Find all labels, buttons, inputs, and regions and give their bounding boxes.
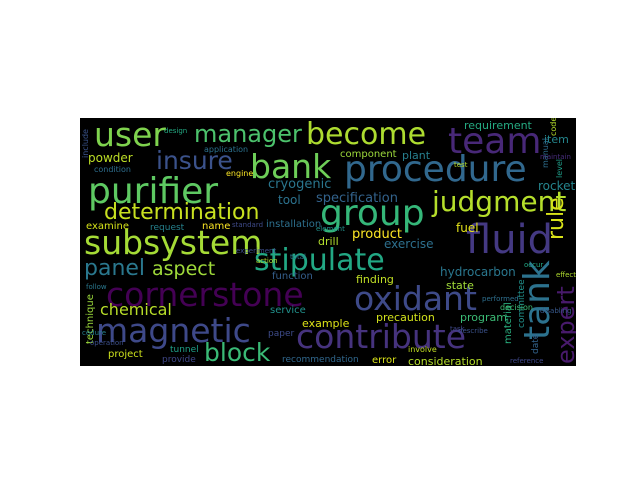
cloud-word: engine bbox=[226, 169, 254, 178]
cloud-word: code bbox=[549, 118, 558, 136]
cloud-word: rule bbox=[544, 197, 569, 240]
cloud-word: team bbox=[448, 121, 542, 162]
cloud-word: total bbox=[290, 253, 307, 261]
cloud-word: consideration bbox=[408, 355, 483, 366]
cloud-word: describe bbox=[458, 327, 488, 335]
cloud-word: aspect bbox=[152, 258, 216, 280]
cloud-word: fuel bbox=[456, 221, 479, 235]
cloud-word: element bbox=[316, 225, 345, 233]
cloud-word: standard bbox=[232, 221, 264, 229]
cloud-word: design bbox=[164, 127, 188, 135]
cloud-word: follow bbox=[86, 283, 107, 291]
cloud-word: effect bbox=[556, 271, 576, 279]
cloud-word: item bbox=[544, 133, 569, 146]
cloud-word: judgment bbox=[432, 185, 567, 218]
cloud-word: maintain bbox=[540, 153, 571, 161]
cloud-word: cedure bbox=[82, 329, 107, 337]
cloud-word: fluid bbox=[466, 217, 554, 263]
cloud-word: examine bbox=[86, 221, 130, 232]
cloud-word: contribute bbox=[296, 317, 467, 356]
cloud-word: cryogenic bbox=[268, 177, 332, 192]
cloud-word: involve bbox=[408, 345, 437, 354]
cloud-word: expert bbox=[552, 286, 576, 364]
cloud-word: user bbox=[94, 118, 166, 154]
cloud-word: specification bbox=[316, 191, 398, 206]
cloud-word: tunnel bbox=[170, 345, 199, 355]
cloud-word: request bbox=[150, 223, 185, 233]
cloud-word: disabling bbox=[540, 307, 572, 315]
cloud-word: group bbox=[320, 193, 425, 234]
cloud-word: chemical bbox=[100, 300, 172, 319]
cloud-word: recommendation bbox=[282, 355, 359, 365]
cloud-word: function bbox=[272, 271, 313, 282]
cloud-word: hydrocarbon bbox=[440, 265, 516, 279]
cloud-word: provide bbox=[162, 355, 196, 365]
cloud-word: cornerstone bbox=[106, 275, 304, 314]
cloud-word: component bbox=[340, 149, 397, 160]
cloud-word: procedure bbox=[344, 149, 527, 190]
cloud-word: name bbox=[202, 221, 231, 232]
cloud-word: application bbox=[204, 145, 249, 154]
cloud-word: finding bbox=[356, 273, 394, 286]
cloud-word: performed bbox=[482, 295, 519, 303]
cloud-word: occur bbox=[524, 261, 544, 269]
cloud-word: determination bbox=[104, 200, 260, 225]
cloud-word: paper bbox=[268, 329, 295, 339]
cloud-word: level bbox=[555, 158, 564, 178]
cloud-word: error bbox=[372, 355, 397, 366]
cloud-word: product bbox=[352, 227, 403, 242]
cloud-word: experiment bbox=[236, 247, 277, 255]
cloud-word: insure bbox=[156, 146, 233, 175]
cloud-word: magnetic bbox=[96, 311, 251, 350]
cloud-word: tool bbox=[278, 193, 301, 207]
cloud-word: panel bbox=[84, 256, 146, 281]
cloud-word: manager bbox=[194, 120, 302, 148]
cloud-word: state bbox=[446, 279, 474, 292]
cloud-word: rocket bbox=[538, 179, 576, 193]
cloud-word: oxidant bbox=[354, 279, 477, 318]
cloud-word: purifier bbox=[88, 171, 219, 212]
cloud-word: reference bbox=[510, 357, 544, 365]
cloud-word: powder bbox=[88, 151, 133, 165]
cloud-word: program bbox=[460, 311, 507, 324]
cloud-word: stipulate bbox=[254, 243, 385, 278]
cloud-word: task bbox=[450, 325, 465, 333]
cloud-word: become bbox=[306, 118, 427, 152]
cloud-word: plant bbox=[402, 149, 431, 162]
cloud-word: decision bbox=[500, 303, 533, 312]
cloud-word: action bbox=[256, 257, 278, 265]
cloud-word: example bbox=[302, 317, 350, 330]
cloud-word: date bbox=[531, 333, 541, 354]
cloud-word: operation bbox=[90, 339, 124, 347]
cloud-word: exercise bbox=[384, 237, 434, 251]
cloud-word: bank bbox=[250, 147, 332, 186]
cloud-word: requirement bbox=[464, 119, 532, 132]
cloud-word: drill bbox=[318, 235, 339, 248]
cloud-word: precaution bbox=[376, 311, 435, 324]
word-cloud: user manager become team bank procedure … bbox=[80, 118, 576, 366]
cloud-word: include bbox=[81, 129, 90, 158]
cloud-word: project bbox=[108, 349, 143, 360]
cloud-word: subsystem bbox=[84, 223, 263, 262]
cloud-word: test bbox=[454, 161, 468, 169]
cloud-word: condition bbox=[94, 165, 131, 174]
cloud-word: installation bbox=[266, 219, 322, 230]
cloud-word: block bbox=[204, 338, 271, 366]
cloud-word: service bbox=[270, 305, 306, 316]
